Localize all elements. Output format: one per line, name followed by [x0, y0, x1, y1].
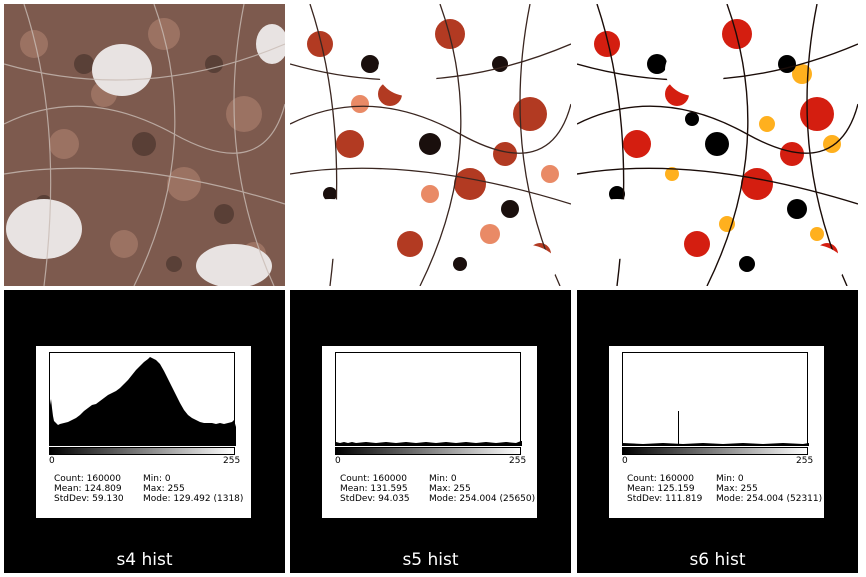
histogram-bars	[336, 441, 522, 446]
panel-caption: s6 hist	[689, 550, 746, 570]
histogram-bars	[50, 357, 236, 446]
stat-count: Count: 160000	[627, 474, 694, 484]
stats-left: Count: 160000 Mean: 131.595 StdDev: 94.0…	[340, 474, 410, 504]
histogram-window: 0 255 Count: 160000 Mean: 131.595 StdDev…	[322, 346, 537, 518]
stat-mean: Mean: 124.809	[54, 484, 122, 494]
stat-max: Max: 255	[429, 484, 471, 494]
stats-right: Min: 0 Max: 255 Mode: 129.492 (1318)	[143, 474, 243, 504]
histogram-panel-s5: 0 255 Count: 160000 Mean: 131.595 StdDev…	[290, 290, 571, 573]
tick-min: 0	[335, 456, 341, 466]
stat-max: Max: 255	[716, 484, 758, 494]
stat-stddev: StdDev: 94.035	[340, 494, 410, 504]
panel-caption: s4 hist	[116, 550, 173, 570]
stats-right: Min: 0 Max: 255 Mode: 254.004 (52311)	[716, 474, 822, 504]
histogram-panel-s4: 0 255 Count: 160000 Mean: 124.809 StdDev…	[4, 290, 285, 573]
stat-stddev: StdDev: 111.819	[627, 494, 703, 504]
stat-max: Max: 255	[143, 484, 185, 494]
histogram-window: 0 255 Count: 160000 Mean: 124.809 StdDev…	[36, 346, 251, 518]
photo-s6	[577, 4, 858, 286]
stat-min: Min: 0	[429, 474, 457, 484]
photo-s4	[4, 4, 285, 286]
photo-s5	[290, 4, 571, 286]
stats-right: Min: 0 Max: 255 Mode: 254.004 (25650)	[429, 474, 535, 504]
histogram-gradient-bar	[49, 447, 235, 455]
panel-caption: s5 hist	[402, 550, 459, 570]
tick-min: 0	[49, 456, 55, 466]
stat-count: Count: 160000	[340, 474, 407, 484]
tick-max: 255	[223, 456, 241, 466]
stat-min: Min: 0	[716, 474, 744, 484]
stat-mode: Mode: 129.492 (1318)	[143, 494, 244, 504]
histogram-plot	[335, 352, 522, 446]
stat-mean: Mean: 131.595	[340, 484, 408, 494]
histogram-plot	[622, 352, 809, 446]
stat-mode: Mode: 254.004 (25650)	[429, 494, 536, 504]
stat-min: Min: 0	[143, 474, 171, 484]
stat-count: Count: 160000	[54, 474, 121, 484]
histogram-bars	[623, 443, 809, 446]
histogram-plot	[49, 352, 236, 446]
histogram-spike	[678, 411, 679, 446]
stat-mode: Mode: 254.004 (52311)	[716, 494, 823, 504]
histogram-panel-s6: 0 255 Count: 160000 Mean: 125.159 StdDev…	[577, 290, 858, 573]
stat-stddev: StdDev: 59.130	[54, 494, 124, 504]
stat-mean: Mean: 125.159	[627, 484, 695, 494]
histogram-gradient-bar	[335, 447, 521, 455]
tick-max: 255	[796, 456, 814, 466]
tick-min: 0	[622, 456, 628, 466]
histogram-window: 0 255 Count: 160000 Mean: 125.159 StdDev…	[609, 346, 824, 518]
stats-left: Count: 160000 Mean: 125.159 StdDev: 111.…	[627, 474, 702, 504]
stats-left: Count: 160000 Mean: 124.809 StdDev: 59.1…	[54, 474, 124, 504]
histogram-gradient-bar	[622, 447, 808, 455]
tick-max: 255	[509, 456, 527, 466]
